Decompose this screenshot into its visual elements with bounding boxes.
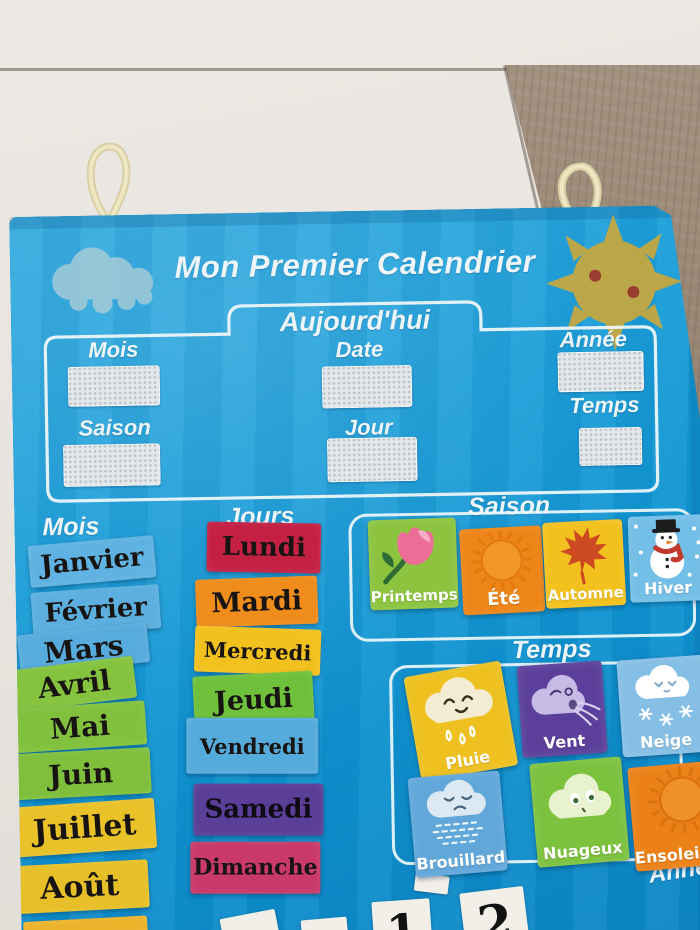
weather-patch: Neige <box>616 655 700 758</box>
day-tile: Dimanche <box>190 842 320 894</box>
velcro-patch-saison <box>63 443 161 487</box>
wind-cloud-icon <box>518 665 604 737</box>
day-tile-label: Dimanche <box>193 854 318 881</box>
sun-icon <box>633 761 700 847</box>
today-panel-title: Aujourd'hui <box>279 304 431 338</box>
month-tile: Janvier <box>27 535 156 588</box>
maple-leaf-icon <box>549 521 618 586</box>
day-tile: Samedi <box>193 784 323 836</box>
number-tile: 2 <box>459 886 531 930</box>
fog-cloud-icon <box>410 773 504 858</box>
season-patch-label: Été <box>486 587 521 611</box>
snowman-icon <box>628 516 700 585</box>
number-tile-value: 2 <box>474 891 516 930</box>
sun-icon <box>462 525 541 595</box>
season-patch-label: Hiver <box>643 577 693 599</box>
day-tile-label: Mardi <box>210 584 303 619</box>
day-tile: Lundi <box>206 522 321 574</box>
felt-calendar: Mon Premier Calendrier <box>9 205 700 930</box>
day-tile: Mardi <box>195 576 319 628</box>
number-tile: 1 <box>371 898 433 930</box>
field-label-mois: Mois <box>88 336 139 363</box>
month-tile-label: Juillet <box>32 806 138 849</box>
month-tile: Mai <box>13 700 148 753</box>
month-tile-label: Janvier <box>39 542 145 581</box>
season-patch: Automne <box>542 519 626 609</box>
cloudy-face-icon <box>532 762 626 841</box>
month-tile-label: Mai <box>48 708 111 746</box>
velcro-patch-annee <box>557 351 644 392</box>
hanging-loop-right-icon <box>557 162 602 230</box>
weather-patch: Nuageux <box>529 756 630 868</box>
day-tile: Mercredi <box>194 625 322 675</box>
number-tile-blank <box>219 909 279 930</box>
month-tile-label: Avril <box>35 663 113 705</box>
day-tile-label: Lundi <box>221 531 307 564</box>
hanging-loop-left-icon <box>86 142 131 218</box>
day-tile-label: Mercredi <box>203 636 312 666</box>
month-tile-label: Août <box>39 867 121 907</box>
velcro-patch-date <box>322 365 413 409</box>
snow-cloud-icon <box>619 658 700 740</box>
month-tile: Août <box>10 859 150 914</box>
day-tile: Vendredi <box>186 718 318 774</box>
velcro-patch-jour <box>327 437 418 483</box>
season-patch: Été <box>459 525 545 615</box>
season-patch-label: Automne <box>547 582 625 605</box>
day-tile-label: Vendredi <box>199 733 305 759</box>
month-tile: Juin <box>10 747 152 800</box>
month-tile-partial <box>23 915 148 930</box>
field-label-saison: Saison <box>78 414 151 441</box>
season-patch: Printemps <box>368 517 459 610</box>
season-patch-label: Printemps <box>370 585 458 607</box>
weather-patch: Vent <box>517 661 608 759</box>
months-header: Mois <box>42 512 100 542</box>
calendar-title: Mon Premier Calendrier <box>174 243 536 286</box>
number-tile-blank <box>301 917 349 930</box>
weather-patch-label: Nuageux <box>542 837 624 864</box>
rain-cloud-icon <box>407 665 511 760</box>
season-patch: Hiver <box>628 514 700 603</box>
field-label-temps: Temps <box>569 391 640 419</box>
weather-patch: Ensoleillé <box>627 761 700 872</box>
wood-floor-plank-top <box>0 0 700 71</box>
day-tile-label: Jeudi <box>213 682 294 718</box>
month-tile: Juillet <box>12 798 157 858</box>
field-label-annee: Année <box>559 326 628 353</box>
field-label-date: Date <box>335 336 384 363</box>
weather-patch: Brouillard <box>407 770 507 878</box>
day-tile-label: Samedi <box>204 794 313 825</box>
weather-patch: Pluie <box>403 660 518 781</box>
velcro-patch-mois <box>68 365 161 407</box>
velcro-patch-temps <box>579 427 643 466</box>
month-tile-label: Juin <box>47 755 114 792</box>
tulip-icon <box>378 522 444 586</box>
number-tile-value: 1 <box>385 903 421 930</box>
